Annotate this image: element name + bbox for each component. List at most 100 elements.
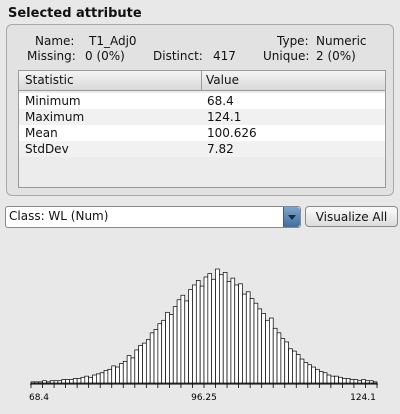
histogram-bar [76,378,82,384]
value-cell: 68.4 [207,94,234,108]
x-tick-label-max: 124.1 [350,393,376,403]
statistic-cell: Maximum [25,110,85,124]
histogram-bar [199,285,205,384]
histogram-bar [42,380,47,384]
column-divider [201,71,202,90]
histogram-bar [107,368,113,384]
column-header-statistic[interactable]: Statistic [25,73,74,87]
histogram-bar [315,368,320,384]
histogram-bar [261,313,266,384]
class-select[interactable]: Class: WL (Num) [5,206,301,228]
histogram-bar [88,376,93,384]
histogram-bar [349,379,355,384]
name-label: Name: [35,34,75,48]
histogram-bar [222,272,228,384]
histogram-bar [57,380,63,384]
histogram-bar [322,372,328,384]
chevron-down-icon [288,215,296,220]
histogram-bar [72,378,78,384]
histogram-bar [153,329,159,384]
histogram-bar [280,338,286,384]
histogram-bar [157,323,163,384]
histogram-bar [172,306,178,384]
missing-label: Missing: [27,49,76,63]
histogram-bar [295,354,301,384]
histogram-bar [180,294,186,384]
histogram-bars [30,268,378,384]
histogram-bar [288,348,293,384]
histogram-bar [99,372,105,384]
histogram-bar [69,379,74,384]
histogram-chart: 68.4 96.25 124.1 [29,268,378,403]
histogram-bar [284,341,289,384]
histogram-bar [311,366,316,384]
histogram-bar [303,362,309,384]
histogram-bar [207,273,213,384]
histogram-bar [46,381,51,384]
class-select-value: Class: WL (Num) [9,209,109,223]
histogram-bar [80,376,86,384]
histogram-bar [96,373,101,384]
table-row[interactable]: Maximum 124.1 [19,109,385,125]
histogram-bar [357,380,362,384]
histogram-bar [169,314,174,384]
unique-label: Unique: [263,49,310,63]
histogram-bar [61,379,66,384]
statistics-table[interactable]: Statistic Value Minimum 68.4 Maximum 124… [18,70,386,188]
distinct-label: Distinct: [153,49,203,63]
histogram-bar [230,277,236,384]
table-row[interactable]: Mean 100.626 [19,125,385,141]
histogram-bar [211,278,216,384]
histogram-bar [326,374,332,384]
visualize-all-button[interactable]: Visualize All [305,206,398,227]
missing-value: 0 (0%) [85,49,125,63]
table-row[interactable]: Minimum 68.4 [19,93,385,109]
type-value: Numeric [316,34,367,48]
histogram-bar [272,327,278,384]
histogram-bar [115,366,120,384]
dropdown-arrow[interactable] [283,207,300,227]
histogram-bar [165,311,170,384]
histogram-bar [368,380,374,384]
type-label: Type: [277,34,309,48]
histogram-bar [149,332,155,384]
histogram-bar [365,380,370,384]
histogram-bar [65,379,70,384]
histogram-bar [130,357,136,384]
table-row[interactable]: StdDev 7.82 [19,141,385,157]
histogram-bar [126,355,132,384]
histogram-bar [276,332,282,384]
histogram-bar [184,300,189,384]
histogram-bar [103,370,109,384]
histogram-bar [238,283,243,384]
histogram-bar [307,364,312,384]
histogram-bar [342,378,347,384]
x-tick-label-mid: 96.25 [191,393,217,403]
histogram-bar [334,375,339,384]
statistic-cell: StdDev [25,142,69,156]
histogram-bar [226,281,232,384]
column-header-value[interactable]: Value [206,73,239,87]
histogram-bar [245,291,251,384]
histogram-bar [234,284,239,384]
histogram-bar [122,360,128,384]
histogram-bar [215,268,220,384]
histogram-bar [176,299,182,384]
histogram-bar [192,284,197,384]
histogram-bar [142,342,147,384]
value-cell: 124.1 [207,110,242,124]
histogram-bar [111,365,116,384]
histogram-bar [219,274,224,384]
histogram-bar [265,319,270,384]
histogram-bar [92,374,97,384]
statistic-cell: Minimum [25,94,81,108]
histogram-bar [145,339,151,384]
histogram-bar [134,349,139,384]
x-axis-ticks [30,384,378,388]
histogram-bar [318,371,324,384]
histogram-bar [253,302,259,384]
histogram-bar [292,350,297,384]
histogram-bar [138,345,143,384]
histogram-bar [257,308,263,384]
histogram-bar [338,376,343,384]
